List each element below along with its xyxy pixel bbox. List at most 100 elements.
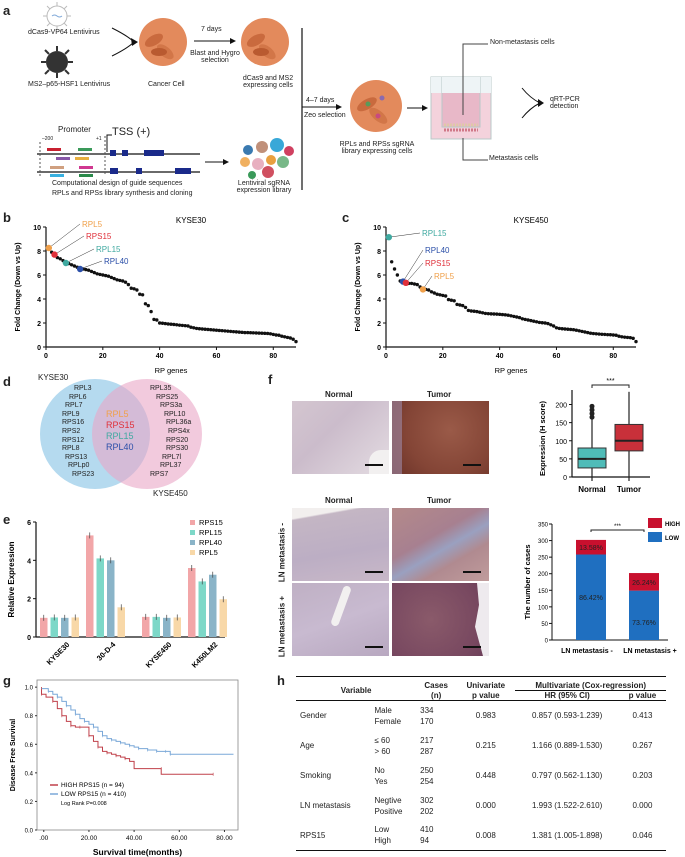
y-tick-label: 0: [37, 345, 41, 352]
library-cell-icon: [350, 80, 402, 132]
data-point: [155, 318, 159, 322]
highlight-point: [402, 279, 410, 286]
data-point: [620, 335, 624, 339]
venn-left-gene: RPS2: [62, 427, 81, 435]
data-point: [86, 268, 91, 272]
data-point: [389, 260, 394, 264]
data-point: [600, 332, 604, 336]
row-cases: 217 287: [420, 735, 434, 756]
data-point: [138, 292, 142, 296]
data-point: [577, 329, 581, 333]
callout-line: [65, 248, 95, 264]
legend-label: RPL5: [199, 548, 218, 557]
data-point: [469, 309, 473, 313]
data-point: [209, 328, 213, 332]
y-tick-label: 300: [538, 539, 549, 545]
data-point: [409, 281, 414, 286]
data-point: [625, 335, 630, 340]
highlight-label: RPL15: [422, 229, 447, 238]
row2-label: LN metastasis +: [277, 595, 287, 658]
data-point: [560, 327, 564, 331]
row-multi-p: 0.267: [632, 741, 653, 750]
data-point: [563, 327, 567, 331]
y-tick-label: 0.6: [25, 743, 34, 749]
y-tick-label: 200: [555, 403, 567, 410]
bar: [152, 616, 160, 637]
y-tick-label: 0: [563, 475, 567, 482]
legend-swatch: [648, 532, 662, 542]
callout-line: [80, 260, 103, 270]
data-point: [126, 282, 131, 287]
data-point: [132, 287, 136, 291]
chart-f-boxplot: 0 50 100 150 200 Expression (H score) Normal Tu…: [538, 378, 650, 494]
data-point: [237, 330, 241, 334]
highlight-point: [419, 286, 427, 293]
legend-swatch: [190, 530, 195, 535]
venn-left-gene: RPS13: [65, 453, 88, 461]
y-tick-label: 8: [37, 249, 41, 256]
y-tick-label: 50: [559, 457, 567, 464]
x-tick-label: 60: [213, 353, 221, 360]
venn-left-title: KYSE30: [38, 373, 69, 382]
data-point: [268, 332, 273, 336]
venn-shared-gene: RPS15: [106, 420, 135, 430]
stacked-bar: [629, 573, 659, 591]
data-point: [395, 273, 400, 277]
data-point: [271, 332, 275, 337]
y-tick-label: 200: [538, 572, 549, 578]
panel-d-label: d: [3, 374, 11, 389]
panel-a-label: a: [3, 3, 11, 18]
arrow-curve: [111, 27, 135, 43]
y-tick-label: 6: [27, 520, 31, 527]
step2-bottom-label: Zeo selection: [304, 112, 346, 119]
row-cases: 302 202: [420, 795, 434, 816]
bar: [188, 568, 196, 637]
library-label: Lentiviral sgRNA expression library: [236, 180, 292, 194]
data-point: [186, 324, 190, 328]
data-point: [220, 328, 224, 333]
x-tick-label: .00: [39, 835, 48, 842]
data-point: [594, 332, 598, 336]
row-variable: Gender: [300, 711, 327, 721]
data-point: [257, 331, 261, 335]
chart-g-km-survival: 0.0 0.2 0.4 0.6 0.8 1.0 .00 20.00 40.00 60.00 80.0…: [10, 679, 239, 857]
data-point: [435, 292, 439, 296]
data-point: [583, 330, 587, 334]
y-tick-label: 2: [377, 321, 381, 328]
legend-label: RPS15: [199, 518, 223, 527]
col-multi-p: p value: [628, 691, 657, 700]
x-tick-label: 40: [496, 353, 504, 360]
x-tick-label: KYSE450: [144, 640, 174, 670]
stacked-bar: [629, 590, 659, 640]
data-point: [466, 308, 471, 313]
data-point: [412, 282, 417, 286]
y-tick-label: 0.4: [25, 771, 34, 777]
y-axis-label: The number of cases: [523, 544, 532, 619]
data-point: [603, 332, 607, 337]
data-point: [483, 311, 488, 316]
y-tick-label: 8: [377, 249, 381, 256]
venn-right-title: KYSE450: [153, 489, 188, 498]
x-tick-label: 0: [44, 353, 48, 360]
row-hr: 0.797 (0.562-1.130): [532, 771, 603, 780]
table-row: RPS15 Low High 410 94 0.008 1.381 (1.005-1.8…: [296, 821, 666, 851]
data-point: [149, 309, 153, 314]
x-tick-label: 80: [269, 353, 277, 360]
venn-right-gene: RPS3a: [160, 402, 183, 410]
data-point: [492, 312, 496, 316]
data-point: [495, 312, 499, 316]
data-point: [160, 321, 165, 325]
data-point: [189, 325, 193, 329]
col-hr: HR (95% CI): [544, 691, 590, 700]
data-point: [260, 331, 264, 335]
y-tick-label: 1.0: [25, 686, 34, 692]
bar: [71, 617, 79, 637]
row-multi-p: 0.413: [632, 711, 653, 721]
step1-bottom-label: Blast and Hygro selection: [190, 50, 240, 64]
bar-percent-label: 26.24%: [632, 580, 656, 587]
y-tick-label: 0: [377, 345, 381, 352]
data-point: [568, 327, 573, 332]
data-point: [282, 335, 287, 339]
data-point: [192, 326, 196, 330]
bar-percent-label: 86.42%: [579, 595, 603, 602]
